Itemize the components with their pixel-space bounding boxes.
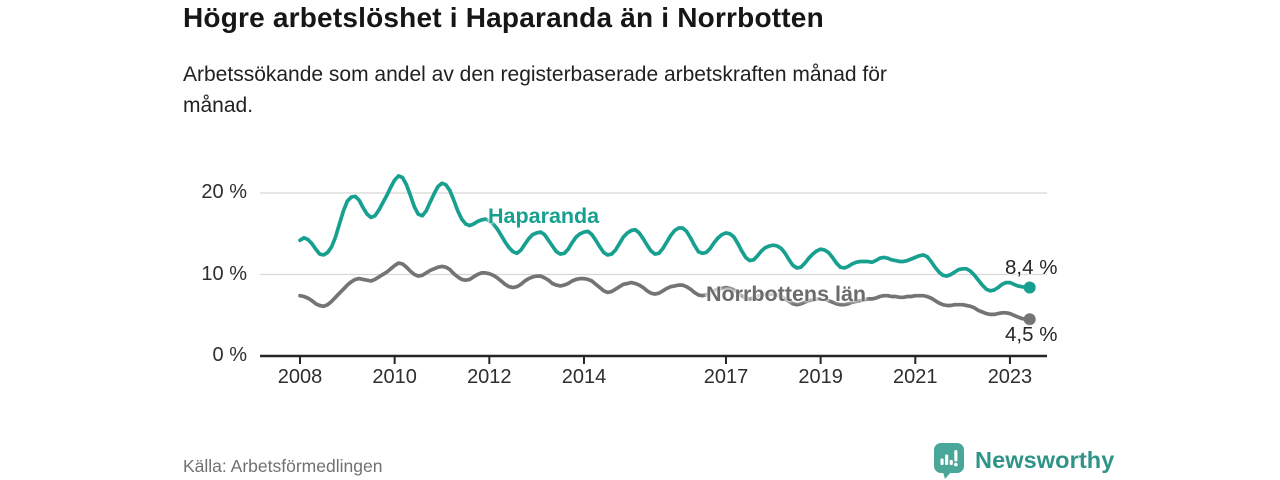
chart-subtitle: Arbetssökande som andel av den registerb… [183, 63, 887, 117]
x-tick-label: 2019 [798, 366, 843, 388]
x-tick-label: 2023 [987, 366, 1033, 388]
x-tick-label: 2008 [277, 366, 323, 388]
end-value-norrbotten: 4,5 % [1005, 323, 1058, 346]
x-tick-label: 2012 [467, 366, 512, 388]
x-tick-label: 2010 [372, 366, 417, 388]
chart-title: Högre arbetslöshet i Haparanda än i Norr… [183, 2, 824, 33]
series-line-norrbotten [298, 261, 1032, 322]
series-line-haparanda [298, 174, 1032, 293]
y-tick-label: 20 % [201, 181, 247, 203]
series-label-haparanda: Haparanda [488, 204, 600, 228]
newsworthy-logo-icon [934, 443, 964, 479]
end-value-haparanda: 8,4 % [1005, 256, 1058, 279]
x-tick-label: 2021 [893, 366, 938, 388]
newsworthy-logo: Newsworthy [933, 442, 1114, 479]
series-end-dot-haparanda [1023, 281, 1036, 294]
series-label-norrbotten: Norrbottens län [706, 282, 867, 306]
x-tick-label: 2017 [703, 366, 749, 388]
y-tick-label: 0 % [212, 344, 247, 366]
newsworthy-logo-text: Newsworthy [975, 447, 1115, 473]
y-tick-label: 10 % [201, 262, 247, 285]
series-end-dot-norrbotten [1023, 313, 1036, 326]
x-tick-label: 2014 [561, 366, 607, 388]
source-note: Källa: Arbetsförmedlingen [183, 456, 383, 476]
